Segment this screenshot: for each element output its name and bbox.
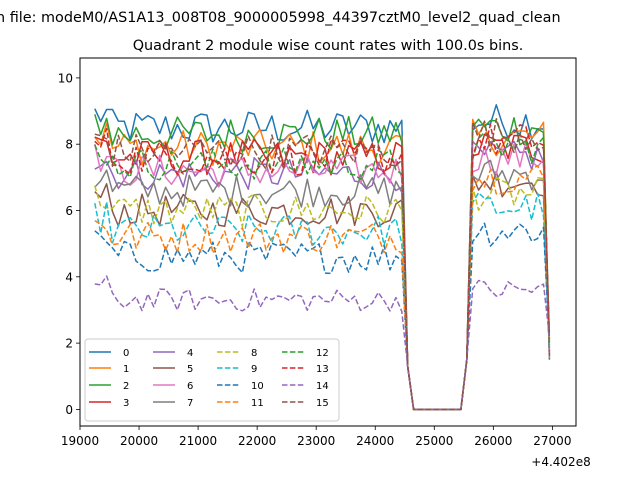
y-tick-label: 0 [65,403,73,417]
legend-label-13: 13 [316,364,329,375]
series-layer [94,104,551,411]
legend-label-4: 4 [187,348,193,359]
series-line-6 [94,141,551,411]
legend-label-3: 3 [123,398,129,409]
x-axis: 19000 20000 21000 22000 23000 24000 25000 26000… [61,426,571,448]
y-tick-label: 2 [65,337,73,351]
y-tick-label: 10 [58,71,73,85]
x-tick-label: 21000 [179,434,217,448]
x-tick-label: 23000 [297,434,335,448]
series-line-11 [94,164,551,411]
legend-label-0: 0 [123,348,129,359]
x-tick-label: 25000 [415,434,453,448]
x-tick-label: 19000 [61,434,99,448]
y-tick-label: 6 [65,204,73,218]
y-axis: 0 2 4 6 8 10 [58,71,80,417]
legend-label-2: 2 [123,381,129,392]
plot-area [79,57,577,427]
series-line-12 [94,131,551,411]
series-line-15 [94,117,551,411]
series-line-7 [94,159,551,411]
x-tick-label: 22000 [238,434,276,448]
series-line-10 [94,222,551,411]
y-tick-label: 8 [65,138,73,152]
legend-label-14: 14 [316,381,329,392]
legend-label-5: 5 [187,364,193,375]
series-line-5 [94,170,551,411]
legend-label-11: 11 [251,398,264,409]
legend-label-12: 12 [316,348,329,359]
legend-label-1: 1 [123,364,129,375]
figure-suptitle: n file: modeM0/AS1A13_008T08_9000005998_… [0,10,561,26]
chart-title: Quadrant 2 module wise count rates with … [133,38,524,54]
x-offset-label: +4.402e8 [531,455,590,469]
x-tick-label: 20000 [120,434,158,448]
series-line-4 [94,140,551,411]
legend-label-8: 8 [251,348,257,359]
y-tick-label: 4 [65,270,73,284]
x-tick-label: 27000 [533,434,571,448]
series-line-13 [94,123,551,411]
legend-frame [84,338,340,422]
series-line-14 [94,275,551,411]
legend-label-10: 10 [251,381,264,392]
x-tick-label: 24000 [356,434,394,448]
legend-label-9: 9 [251,364,257,375]
legend-label-7: 7 [187,398,193,409]
series-line-9 [94,191,551,411]
series-line-8 [94,176,551,411]
x-tick-label: 26000 [474,434,512,448]
legend-label-15: 15 [316,398,329,409]
axes-frame [79,57,577,427]
legend-label-6: 6 [187,381,193,392]
